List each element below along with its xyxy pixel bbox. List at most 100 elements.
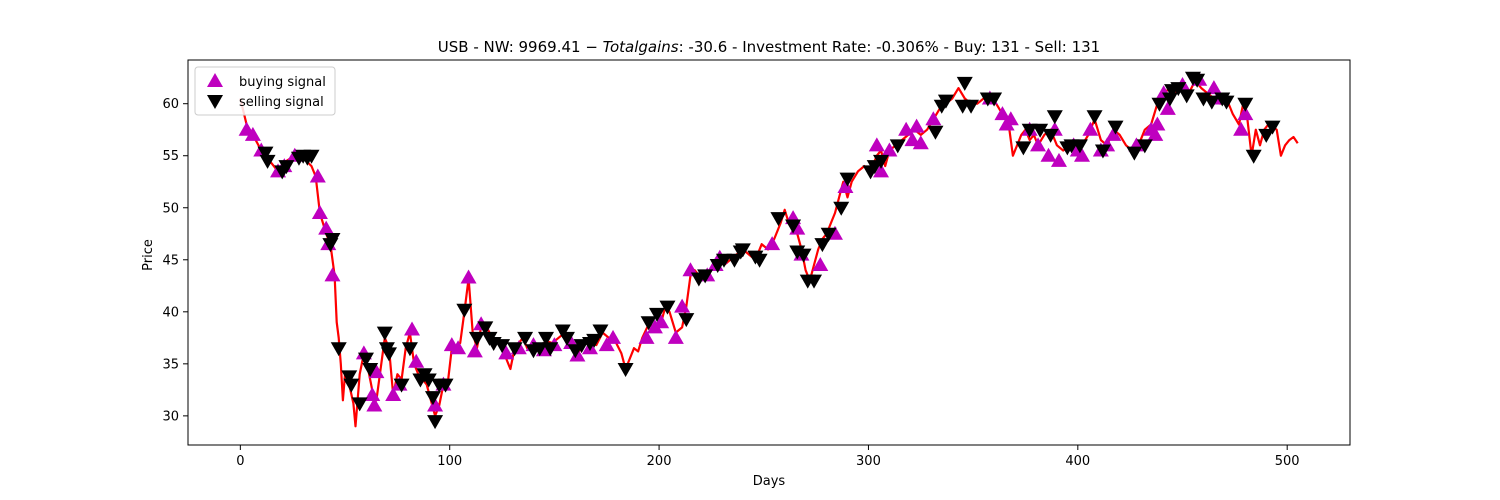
sell-signal-marker [963, 99, 980, 114]
buy-signal-marker [904, 132, 921, 147]
axes-frame [187, 59, 1351, 446]
buy-signal-marker [1233, 121, 1250, 136]
legend-buy-label: buying signal [239, 75, 326, 90]
sell-signal-marker [1136, 139, 1153, 154]
x-tick-label: 100 [437, 454, 462, 469]
sell-signal-marker [351, 397, 368, 412]
sell-signal-marker [558, 331, 575, 346]
sell-signal-marker [1032, 123, 1049, 138]
buy-signal-marker [1082, 121, 1099, 136]
sell-signal-marker [1015, 141, 1032, 156]
sell-signal-marker [401, 342, 418, 357]
x-tick-label: 0 [236, 454, 244, 469]
buy-signal-marker [674, 298, 691, 313]
buy-signal-marker [450, 340, 467, 355]
sell-signal-marker [1021, 123, 1038, 138]
sell-signal-marker [1258, 128, 1275, 143]
chart-title: USB - NW: 9969.41 − Totalgains: -30.6 - … [438, 38, 1100, 56]
sell-signal-marker [1264, 120, 1281, 135]
sell-signal-marker [477, 321, 494, 336]
sell-signal-marker [1170, 82, 1187, 97]
sell-signal-marker [456, 303, 473, 318]
buy-signal-marker [324, 267, 341, 282]
sell-signal-marker [257, 146, 274, 161]
buy-signal-marker [925, 111, 942, 126]
sell-signal-marker [715, 253, 732, 268]
sell-signal-marker [640, 316, 657, 331]
sell-signal-marker [873, 154, 890, 169]
sell-signal-marker [343, 378, 360, 393]
sell-signal-marker [806, 274, 823, 289]
sell-signal-marker [617, 363, 634, 378]
buy-signal-marker [868, 137, 885, 152]
sell-signal-marker [468, 331, 485, 346]
buy-signal-marker [1074, 147, 1091, 162]
sell-signal-marker [927, 125, 944, 140]
sell-signal-marker [1161, 92, 1178, 107]
sell-signal-marker [506, 342, 523, 357]
buy-signal-marker [1105, 126, 1122, 141]
sell-signal-marker [357, 352, 374, 367]
sell-signal-marker [734, 243, 751, 258]
buy-markers [238, 71, 1254, 412]
buy-signal-marker [408, 353, 425, 368]
buy-signal-marker [1237, 106, 1254, 121]
sell-signal-marker [380, 347, 397, 362]
y-axis: 30 35 40 45 50 55 60 [162, 97, 188, 424]
y-axis-label: Price [141, 239, 156, 271]
sell-signal-marker [726, 253, 743, 268]
sell-signal-marker [1042, 128, 1059, 143]
sell-signal-marker [1126, 146, 1143, 161]
sell-signal-marker [1094, 144, 1111, 159]
y-tick-label: 35 [162, 357, 179, 372]
y-tick-label: 55 [162, 149, 179, 164]
sell-signal-marker [592, 324, 609, 339]
sell-signal-marker [393, 378, 410, 393]
sell-signal-marker [956, 76, 973, 91]
sell-signal-marker [341, 370, 358, 385]
sell-signal-marker [648, 307, 665, 322]
buy-signal-marker [364, 387, 381, 402]
buy-signal-marker [1149, 116, 1166, 131]
x-tick-label: 400 [1065, 454, 1090, 469]
buy-signal-marker [311, 204, 328, 219]
buy-signal-marker [837, 178, 854, 193]
legend-sell-label: selling signal [239, 95, 324, 110]
buy-signal-marker [605, 329, 622, 344]
legend-sell-marker [207, 95, 223, 109]
buy-signal-marker [427, 397, 444, 412]
buy-signal-marker [1147, 126, 1164, 141]
plot-area [238, 71, 1299, 430]
sell-signal-marker [437, 378, 454, 393]
title-minus: − [585, 38, 602, 56]
title-prefix: USB - NW: 9969.41 [438, 38, 586, 56]
sell-signal-marker [1071, 139, 1088, 154]
title-suffix: : -30.6 - Investment Rate: -0.306% - Buy… [679, 38, 1101, 56]
buy-signal-marker [667, 329, 684, 344]
buy-signal-marker [598, 337, 615, 352]
sell-signal-marker [785, 219, 802, 234]
buy-signal-marker [404, 321, 421, 336]
sell-signal-marker [1218, 95, 1235, 110]
sell-signal-marker [697, 269, 714, 284]
buy-signal-marker [1205, 80, 1222, 95]
sell-signal-marker [303, 149, 320, 164]
sell-signal-marker [538, 331, 555, 346]
legend-box [194, 66, 336, 116]
sell-signal-marker [278, 160, 295, 175]
buy-signal-marker [460, 269, 477, 284]
sell-signal-marker [751, 253, 768, 268]
sell-signal-marker [889, 139, 906, 154]
buy-signal-marker [812, 256, 829, 271]
buy-signal-marker [1159, 100, 1176, 115]
y-tick-label: 40 [162, 305, 179, 320]
sell-signal-marker [1245, 149, 1262, 164]
buy-signal-marker [764, 236, 781, 251]
buy-signal-marker [881, 142, 898, 157]
x-tick-label: 500 [1275, 454, 1300, 469]
sell-signal-marker [586, 333, 603, 348]
buy-signal-marker [1002, 111, 1019, 126]
buy-signal-marker [994, 106, 1011, 121]
